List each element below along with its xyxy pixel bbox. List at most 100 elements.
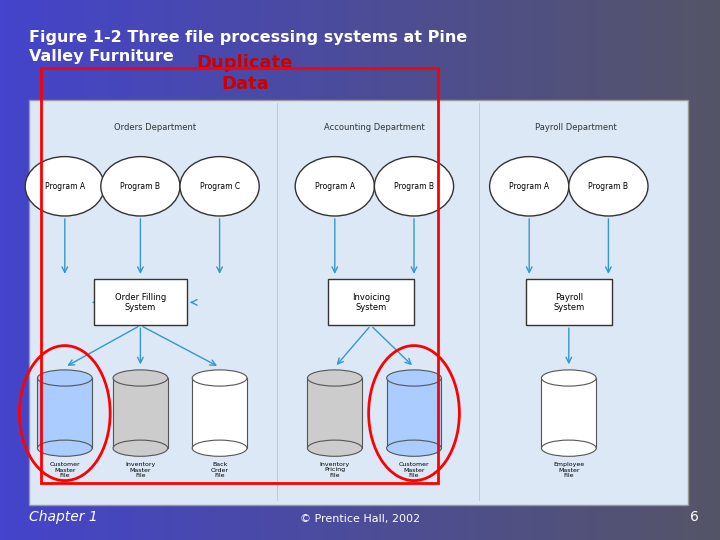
Bar (173, 0, 180, 540)
Bar (619, 0, 626, 540)
Ellipse shape (307, 440, 362, 456)
Text: Accounting Department: Accounting Department (324, 123, 425, 132)
Text: Orders Department: Orders Department (114, 123, 196, 132)
Bar (43, 0, 50, 540)
Bar (22, 0, 29, 540)
Bar (655, 0, 662, 540)
Text: Chapter 1: Chapter 1 (29, 510, 97, 524)
Text: Inventory
Master
File: Inventory Master File (125, 462, 156, 478)
Bar (454, 0, 461, 540)
Bar (605, 0, 612, 540)
Bar (468, 0, 475, 540)
Text: © Prentice Hall, 2002: © Prentice Hall, 2002 (300, 514, 420, 524)
Bar (259, 0, 266, 540)
Bar (547, 0, 554, 540)
Text: Valley Furniture: Valley Furniture (29, 49, 174, 64)
Ellipse shape (541, 370, 596, 386)
Ellipse shape (374, 157, 454, 216)
Bar (216, 0, 223, 540)
Bar (252, 0, 259, 540)
Bar (72, 0, 79, 540)
Text: Program A: Program A (509, 182, 549, 191)
Ellipse shape (192, 370, 247, 386)
Bar (554, 0, 562, 540)
Text: Invoicing
System: Invoicing System (352, 293, 390, 312)
FancyBboxPatch shape (387, 378, 441, 448)
Bar (295, 0, 302, 540)
Bar (526, 0, 533, 540)
Bar (662, 0, 670, 540)
FancyBboxPatch shape (37, 378, 92, 448)
Text: Inventory
Pricing
File: Inventory Pricing File (320, 462, 350, 478)
Bar (202, 0, 209, 540)
Ellipse shape (113, 440, 168, 456)
Ellipse shape (192, 440, 247, 456)
Bar (245, 0, 252, 540)
Text: Employee
Master
File: Employee Master File (553, 462, 585, 478)
Ellipse shape (541, 440, 596, 456)
Text: Program C: Program C (199, 182, 240, 191)
Bar (634, 0, 641, 540)
FancyBboxPatch shape (307, 378, 362, 448)
Bar (36, 0, 43, 540)
Bar (209, 0, 216, 540)
Bar (475, 0, 482, 540)
Bar (230, 0, 238, 540)
Bar (338, 0, 346, 540)
Bar (29, 0, 36, 540)
FancyBboxPatch shape (541, 378, 596, 448)
Bar (151, 0, 158, 540)
Bar (317, 0, 324, 540)
Bar (490, 0, 497, 540)
Text: Payroll
System: Payroll System (553, 293, 585, 312)
Bar (418, 0, 425, 540)
Bar (346, 0, 353, 540)
Bar (360, 0, 367, 540)
Bar (396, 0, 403, 540)
Bar (367, 0, 374, 540)
Text: Figure 1-2 Three file processing systems at Pine: Figure 1-2 Three file processing systems… (29, 30, 467, 45)
FancyBboxPatch shape (29, 100, 688, 505)
Bar (274, 0, 281, 540)
Ellipse shape (25, 157, 104, 216)
FancyBboxPatch shape (192, 378, 247, 448)
Bar (14, 0, 22, 540)
Bar (382, 0, 389, 540)
Ellipse shape (113, 370, 168, 386)
Bar (331, 0, 338, 540)
Bar (58, 0, 65, 540)
Text: Program B: Program B (588, 182, 629, 191)
Text: Payroll Department: Payroll Department (535, 123, 617, 132)
Bar (65, 0, 72, 540)
FancyBboxPatch shape (113, 378, 168, 448)
Bar (115, 0, 122, 540)
Bar (612, 0, 619, 540)
Bar (410, 0, 418, 540)
Bar (641, 0, 648, 540)
Text: Program B: Program B (120, 182, 161, 191)
Bar (598, 0, 605, 540)
Bar (713, 0, 720, 540)
Text: Program A: Program A (45, 182, 85, 191)
Ellipse shape (37, 370, 92, 386)
Ellipse shape (37, 440, 92, 456)
Bar (425, 0, 432, 540)
Text: Back
Order
File: Back Order File (210, 462, 229, 478)
Ellipse shape (387, 370, 441, 386)
Bar (137, 0, 144, 540)
Bar (324, 0, 331, 540)
Bar (576, 0, 583, 540)
FancyBboxPatch shape (328, 280, 414, 325)
Bar (101, 0, 108, 540)
Bar (684, 0, 691, 540)
Bar (432, 0, 439, 540)
Text: Program A: Program A (315, 182, 355, 191)
Ellipse shape (490, 157, 569, 216)
Bar (130, 0, 137, 540)
Bar (0, 0, 7, 540)
Bar (583, 0, 590, 540)
Bar (302, 0, 310, 540)
Bar (677, 0, 684, 540)
Bar (158, 0, 166, 540)
Bar (122, 0, 130, 540)
